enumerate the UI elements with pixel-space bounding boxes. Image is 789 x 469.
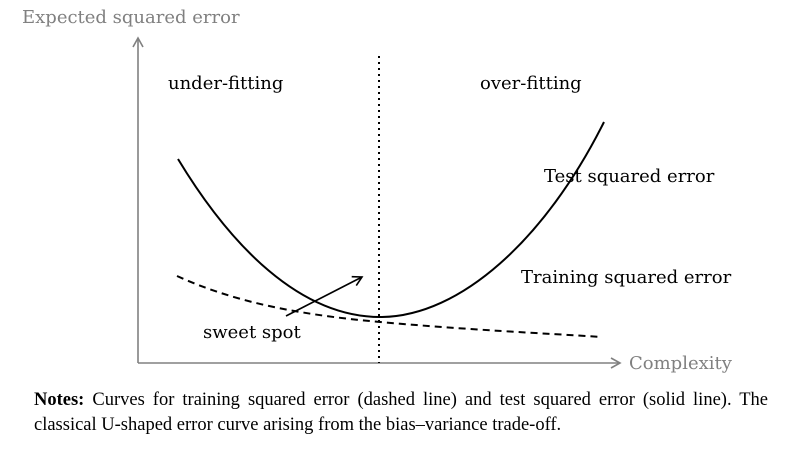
notes-text: Curves for training squared error (dashe… bbox=[34, 390, 769, 435]
test-error-curve bbox=[177, 121, 605, 319]
test-error-label: Test squared error bbox=[544, 166, 715, 187]
training-error-curve bbox=[176, 275, 603, 338]
over-fitting-label: over-fitting bbox=[480, 73, 582, 94]
y-axis-label: Expected squared error bbox=[22, 7, 240, 28]
figure-notes: Notes: Curves for training squared error… bbox=[34, 388, 768, 438]
sweet-spot-arrow bbox=[285, 275, 364, 317]
under-fitting-label: under-fitting bbox=[168, 73, 283, 94]
x-axis-label: Complexity bbox=[629, 353, 733, 374]
training-error-label: Training squared error bbox=[521, 267, 732, 288]
sweet-spot-label: sweet spot bbox=[203, 322, 302, 343]
notes-prefix: Notes: bbox=[34, 390, 85, 410]
